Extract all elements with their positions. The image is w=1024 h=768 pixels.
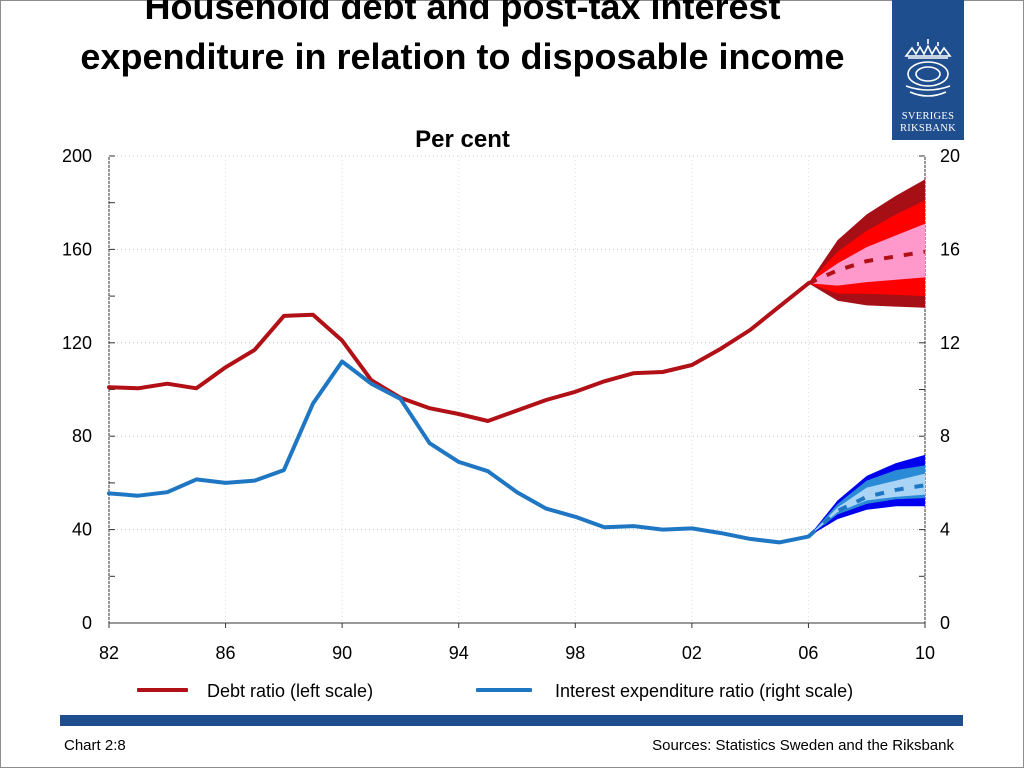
y-left-tick-label: 160 — [62, 239, 92, 259]
legend-label-debt: Debt ratio (left scale) — [207, 681, 373, 702]
y-right-tick-label: 12 — [940, 333, 960, 353]
x-tick-label: 94 — [449, 643, 469, 663]
legend-line-debt — [137, 688, 188, 692]
x-tick-label: 02 — [682, 643, 702, 663]
y-right-tick-label: 20 — [940, 146, 960, 166]
x-tick-label: 86 — [216, 643, 236, 663]
x-tick-label: 82 — [99, 643, 119, 663]
sources-note: Sources: Statistics Sweden and the Riksb… — [652, 737, 954, 754]
y-left-tick-label: 200 — [62, 146, 92, 166]
x-tick-label: 06 — [798, 643, 818, 663]
x-tick-label: 98 — [565, 643, 585, 663]
legend-line-interest — [476, 688, 532, 692]
y-right-tick-label: 8 — [940, 426, 950, 446]
x-tick-label: 90 — [332, 643, 352, 663]
y-right-tick-label: 0 — [940, 613, 950, 633]
y-left-tick-label: 80 — [72, 426, 92, 446]
y-right-tick-label: 4 — [940, 520, 950, 540]
y-left-tick-label: 0 — [82, 613, 92, 633]
y-right-tick-label: 16 — [940, 239, 960, 259]
chart-number: Chart 2:8 — [64, 737, 126, 754]
footer-bar — [60, 715, 963, 726]
chart-area: 0 40 80 120 160 200 0 4 8 12 16 20 82 86 90 94 98 02 06 10 — [0, 0, 1024, 700]
legend-label-interest: Interest expenditure ratio (right scale) — [555, 681, 853, 702]
y-left-tick-label: 40 — [72, 520, 92, 540]
x-tick-label: 10 — [915, 643, 935, 663]
y-left-tick-label: 120 — [62, 333, 92, 353]
